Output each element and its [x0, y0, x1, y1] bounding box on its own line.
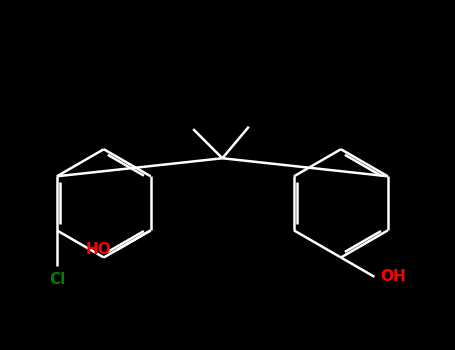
- Text: OH: OH: [380, 269, 406, 284]
- Text: HO: HO: [85, 242, 111, 257]
- Text: Cl: Cl: [49, 272, 65, 287]
